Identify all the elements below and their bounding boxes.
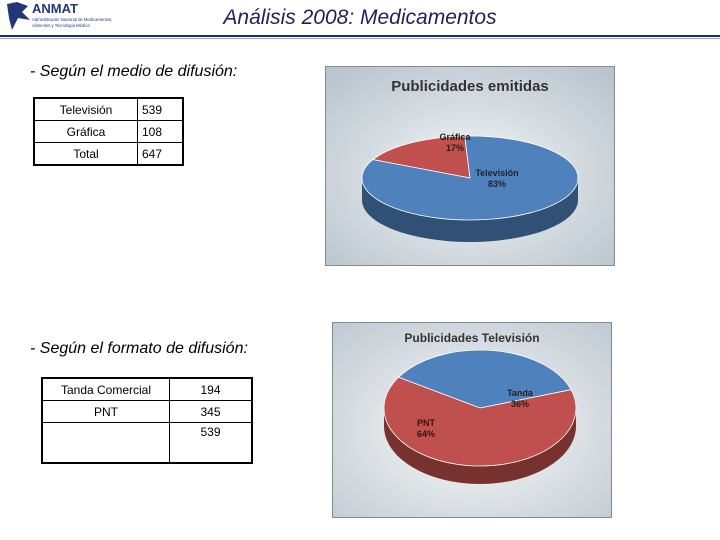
pie-slice-gráfica (371, 135, 471, 179)
slice-percent-tanda: 36% (511, 399, 529, 409)
table-cell-value: 194 (169, 377, 253, 401)
table-cell-value: 647 (137, 142, 184, 166)
formato-table: Tanda Comercial 194 PNT 345 539 (41, 377, 253, 464)
pie-slice-side (384, 408, 576, 484)
slice-label-tanda: Tanda (507, 388, 534, 398)
pie-slice-side (362, 178, 578, 242)
logo-mark-icon (7, 2, 30, 30)
header-divider (0, 35, 720, 37)
slice-label-television: Televisión (475, 168, 518, 178)
table-cell-label: PNT (41, 400, 170, 423)
medio-table: Televisión 539 Gráfica 108 Total 647 (33, 97, 184, 166)
chart-publicidades-emitidas: Publicidades emitidas Gráfica 17% Televi… (325, 66, 615, 266)
pie-slice-pnt (383, 376, 577, 467)
pie-group (383, 349, 577, 484)
header-divider-thin (0, 38, 720, 39)
logo-subtext-2: Alimentos y Tecnología Médica (32, 23, 90, 28)
table-row: Televisión 539 (33, 97, 184, 121)
logo-subtext-1: Administración Nacional de Medicamentos, (32, 17, 112, 22)
chart-publicidades-television: Publicidades Televisión Tanda 36% PNT 64… (332, 322, 612, 518)
table-row: PNT 345 (41, 400, 253, 423)
table-cell-value: 345 (169, 400, 253, 423)
table-cell-label: Tanda Comercial (41, 377, 170, 401)
table-row: Gráfica 108 (33, 120, 184, 143)
section-heading-medio: - Según el medio de difusión: (30, 63, 238, 80)
chart-title: Publicidades emitidas (391, 78, 549, 95)
page-title: Análisis 2008: Medicamentos (223, 6, 497, 29)
slice-percent-grafica: 17% (446, 143, 464, 153)
slice-percent-pnt: 64% (417, 429, 435, 439)
slice-label-grafica: Gráfica (439, 132, 471, 142)
chart-title: Publicidades Televisión (404, 331, 539, 345)
section-heading-formato: - Según el formato de difusión: (30, 340, 248, 357)
anmat-logo: ANMAT Administración Nacional de Medicam… (4, 0, 132, 34)
logo-text: ANMAT (32, 1, 78, 16)
table-cell-value: 108 (137, 120, 184, 143)
slice-label-pnt: PNT (417, 418, 436, 428)
table-cell-value: 539 (169, 422, 253, 464)
table-cell-label (41, 422, 170, 464)
table-cell-label: Televisión (33, 97, 138, 121)
pie-slice-televisión (361, 135, 579, 221)
table-cell-value: 539 (137, 97, 184, 121)
table-row: Tanda Comercial 194 (41, 377, 253, 401)
slice-percent-television: 83% (488, 179, 506, 189)
table-cell-label: Gráfica (33, 120, 138, 143)
pie-group (361, 135, 579, 242)
table-row: 539 (41, 422, 253, 464)
table-row: Total 647 (33, 142, 184, 166)
table-cell-label: Total (33, 142, 138, 166)
